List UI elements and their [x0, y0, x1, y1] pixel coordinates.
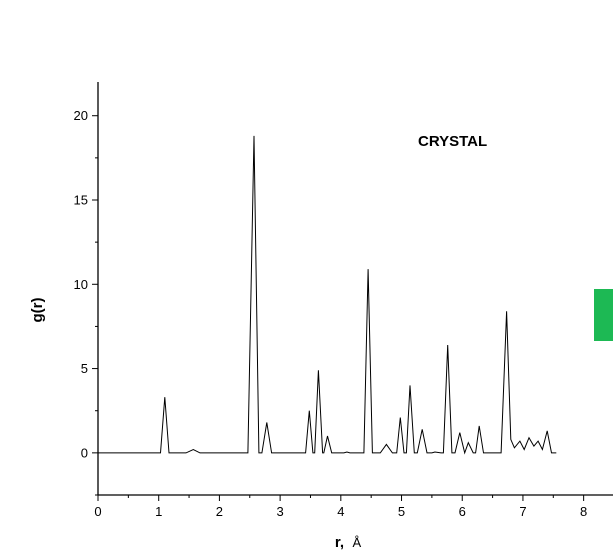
x-tick-label: 4 — [337, 504, 344, 519]
x-tick-label: 2 — [216, 504, 223, 519]
y-tick-label: 0 — [81, 445, 88, 460]
x-tick-label: 1 — [155, 504, 162, 519]
x-tick-label: 7 — [519, 504, 526, 519]
x-tick-label: 3 — [277, 504, 284, 519]
y-tick-label: 5 — [81, 361, 88, 376]
x-axis-label: r, Å — [335, 534, 362, 551]
crystal-annotation: CRYSTAL — [418, 133, 487, 150]
x-axis-label-unit: Å — [352, 535, 361, 550]
x-tick-label: 8 — [580, 504, 587, 519]
x-tick-label: 5 — [398, 504, 405, 519]
gr-series-line — [98, 135, 557, 455]
x-tick-label: 6 — [459, 504, 466, 519]
y-tick-label: 20 — [74, 108, 88, 123]
plot-group: 0 5 10 15 20 0 1 2 3 4 5 6 7 8 — [74, 82, 613, 519]
y-tick-label: 15 — [74, 193, 88, 208]
y-axis-label: g(r) — [29, 298, 46, 323]
x-tick-label: 0 — [94, 504, 101, 519]
y-tick-label: 10 — [74, 277, 88, 292]
green-tab — [594, 289, 613, 341]
x-axis-label-symbol: r, — [335, 534, 344, 551]
